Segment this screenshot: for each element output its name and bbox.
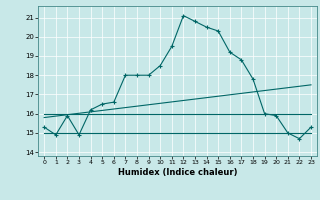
X-axis label: Humidex (Indice chaleur): Humidex (Indice chaleur)	[118, 168, 237, 177]
